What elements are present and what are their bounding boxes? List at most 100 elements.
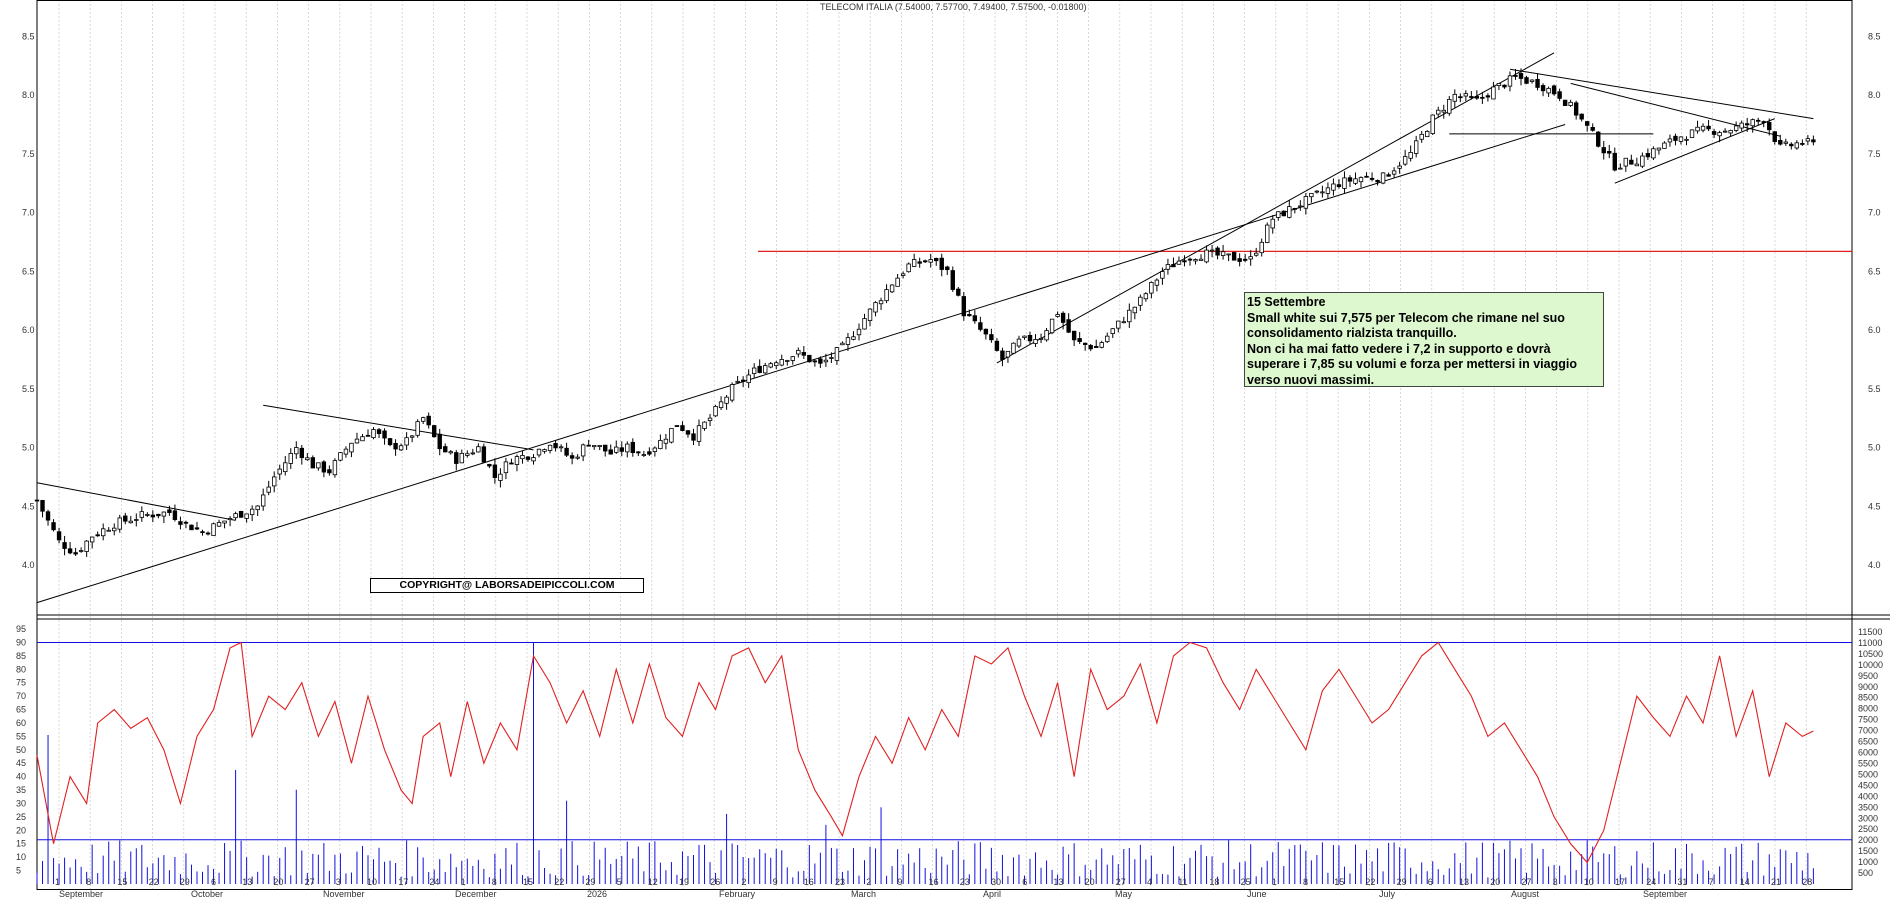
candle-body — [840, 342, 845, 346]
candle-body — [580, 444, 586, 457]
candle-body — [1640, 155, 1645, 167]
date-tick: 1 — [1272, 877, 1277, 887]
month-label: May — [1115, 889, 1133, 899]
candle-body — [1082, 342, 1088, 345]
volume-tick: 4500 — [1858, 780, 1878, 790]
candle-body — [994, 340, 1000, 351]
month-label: September — [59, 889, 103, 899]
candle-body — [1678, 136, 1684, 142]
copyright-label: COPYRIGHT@ LABORSADEIPICCOLI.COM — [370, 578, 644, 593]
candle-body — [1287, 206, 1292, 218]
candle-body — [1011, 342, 1016, 354]
candle-body — [1204, 249, 1209, 263]
candle-body — [652, 447, 658, 452]
candle-body — [216, 522, 222, 527]
candle-body — [867, 308, 873, 321]
candle-body — [465, 453, 470, 456]
month-label: 2026 — [587, 889, 607, 899]
candle-body — [161, 511, 167, 517]
date-tick: 15 — [523, 877, 533, 887]
date-tick: 26 — [710, 877, 720, 887]
candle-body — [1309, 192, 1314, 198]
price-tick-right: 4.5 — [1868, 501, 1881, 511]
osc-tick: 55 — [16, 731, 26, 741]
candle-body — [950, 270, 955, 290]
candle-body — [1242, 258, 1248, 261]
candle-body — [134, 519, 139, 521]
candle-body — [1314, 190, 1320, 193]
candle-body — [1099, 342, 1104, 348]
candle-body — [1088, 345, 1093, 350]
candle-body — [1568, 101, 1573, 106]
candle-body — [448, 451, 453, 454]
oscillator-axis: 5 10 15 20 25 30 35 40 45 50 55 60 65 70 75 80 85 90 95 — [16, 624, 26, 876]
candle-body — [1634, 163, 1640, 167]
candle-body — [702, 421, 707, 429]
candle-body — [487, 463, 492, 467]
candle-body — [1573, 102, 1579, 116]
candle-body — [1380, 172, 1386, 184]
candle-body — [1706, 125, 1711, 130]
month-label: June — [1247, 889, 1267, 899]
month-label: August — [1511, 889, 1540, 899]
vertical-grid — [58, 0, 1807, 890]
candle-body — [238, 510, 244, 518]
candle-body — [1562, 99, 1568, 107]
candle-body — [349, 442, 354, 453]
candle-body — [200, 531, 205, 534]
price-tick-right: 5.5 — [1868, 384, 1881, 394]
candle-body — [1436, 109, 1441, 115]
candle-body — [807, 354, 812, 363]
candle-body — [630, 441, 636, 453]
annotation-line: Small white sui 7,575 per Telecom che ri… — [1247, 310, 1565, 325]
price-tick-right: 7.5 — [1868, 149, 1881, 159]
price-tick-left: 5.5 — [22, 384, 35, 394]
candle-body — [1551, 85, 1557, 95]
candle-body — [790, 356, 795, 361]
candle-body — [1259, 241, 1264, 254]
candle-body — [1077, 338, 1082, 342]
annotation-box: 15 Settembre Small white sui 7,575 per T… — [1244, 292, 1604, 387]
candle-body — [1281, 210, 1286, 217]
price-tick-left: 8.0 — [22, 90, 35, 100]
candle-body — [713, 406, 718, 417]
candle-body — [796, 349, 801, 355]
candle-body — [1397, 165, 1402, 169]
candle-body — [911, 259, 917, 267]
month-label: July — [1379, 889, 1396, 899]
candle-body — [967, 314, 972, 317]
date-tick: 15 — [1334, 877, 1344, 887]
candle-body — [1728, 130, 1733, 134]
candle-body — [895, 277, 900, 287]
volume-tick: 6500 — [1858, 737, 1878, 747]
date-tick: 23 — [960, 877, 970, 887]
month-label: March — [851, 889, 876, 899]
candle-body — [1027, 335, 1033, 342]
date-tick: 2 — [741, 877, 746, 887]
candle-body — [614, 446, 619, 453]
candle-body — [1364, 175, 1369, 178]
candle-body — [128, 520, 133, 524]
date-tick: 20 — [1085, 877, 1095, 887]
candle-body — [1386, 174, 1391, 177]
candle-body — [1645, 153, 1651, 158]
candle-body — [89, 536, 95, 543]
candle-body — [779, 359, 784, 366]
candle-body — [404, 437, 409, 446]
volume-bars — [36, 642, 1814, 884]
date-tick: 28 — [1802, 877, 1812, 887]
candle-body — [1485, 95, 1491, 98]
volume-tick: 7000 — [1858, 726, 1878, 736]
candle-body — [112, 527, 117, 532]
candle-body — [1618, 167, 1623, 170]
volume-tick: 9000 — [1858, 682, 1878, 692]
candle-body — [1237, 258, 1242, 262]
candle-body — [669, 428, 674, 443]
candle-body — [1353, 178, 1358, 184]
date-tick: 11 — [1178, 877, 1187, 887]
candle-body — [1811, 139, 1816, 143]
candle-body — [1033, 339, 1038, 344]
candle-body — [569, 455, 575, 459]
volume-tick: 7500 — [1858, 715, 1878, 725]
candle-body — [426, 415, 431, 426]
